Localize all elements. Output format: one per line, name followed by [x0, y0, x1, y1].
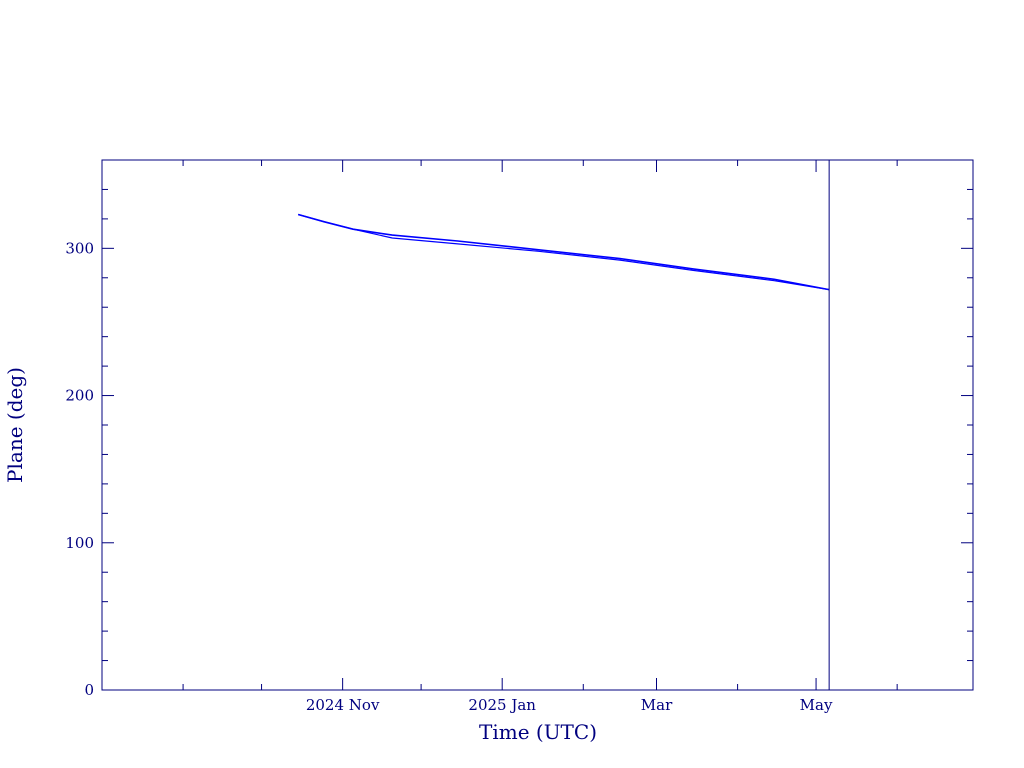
axis-ticks	[101, 159, 973, 691]
x-axis-title: Time (UTC)	[479, 720, 597, 744]
series-line	[297, 213, 830, 291]
y-tick-label: 200	[65, 387, 94, 405]
y-axis-title: Plane (deg)	[3, 367, 27, 483]
y-tick-label: 100	[65, 534, 94, 552]
tick-labels: 0 100 200 300 2024 Nov 2025 Jan Mar May	[65, 239, 833, 714]
plot-frame	[101, 159, 974, 691]
y-tick-label: 300	[65, 239, 94, 257]
y-tick-label: 0	[84, 681, 94, 699]
series-group	[297, 213, 830, 291]
series-line	[298, 213, 830, 291]
x-tick-label: 2025 Jan	[468, 696, 536, 714]
x-tick-label: Mar	[641, 696, 673, 714]
x-tick-label: 2024 Nov	[306, 696, 380, 714]
x-tick-label: May	[800, 696, 833, 714]
